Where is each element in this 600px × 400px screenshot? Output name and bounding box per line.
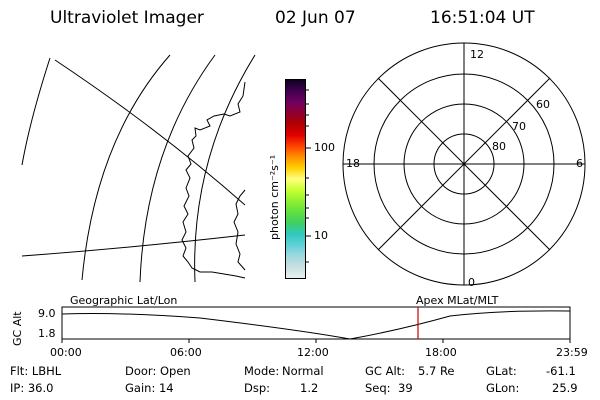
footer-ip: IP: 36.0 [10,381,54,395]
colorbar [285,79,306,279]
polar-label-mlt-18: 18 [346,157,360,170]
footer-door: Door: Open [125,364,191,378]
polar-label-lat-60: 60 [536,98,550,111]
image-time: 16:51:04 UT [430,8,535,28]
footer-glon-label: GLon: [486,381,520,395]
image-title: Ultraviolet Imager [50,8,204,28]
timeline-ytick-top: 9.0 [38,307,56,320]
polar-label-lat-80: 80 [492,140,506,153]
footer-dsp-label: Dsp: [244,381,271,395]
footer-mode-value: Normal [282,364,324,378]
coastline [233,189,246,271]
polar-label-mlt-12: 12 [470,48,484,61]
image-date: 02 Jun 07 [275,8,356,28]
footer-glat-label: GLat: [486,364,517,378]
altitude-curve [61,310,571,340]
colorbar-tick-10: 10 [314,229,328,242]
map-grid-arc [139,54,216,283]
map-grid-arc [81,54,171,281]
footer-gain: Gain: 14 [125,381,174,395]
polar-label-mlt-6: 6 [576,157,583,170]
map-meridian [54,59,246,206]
footer-flt: Flt: LBHL [10,364,62,378]
footer-gcalt-label: GC Alt: [365,364,406,378]
timeline-left-label: Geographic Lat/Lon [70,294,178,307]
footer-glat-value: -61.1 [546,364,576,378]
timeline-xtick-4: 23:59 [556,346,588,359]
timeline-right-label: Apex MLat/MLT [416,294,499,307]
map-grid-arc [194,54,256,283]
footer-glon-value: 25.9 [552,381,578,395]
map-grid-arc [21,57,51,166]
footer-gcalt-value: 5.7 Re [418,364,455,378]
polar-label-mlt-0: 0 [468,276,475,289]
timeline-ytick-bottom: 1.8 [38,327,56,340]
timeline-xtick-3: 18:00 [425,346,457,359]
polar-label-lat-70: 70 [512,120,526,133]
footer-seq-label: Seq: [365,381,391,395]
timeline-xtick-1: 06:00 [170,346,202,359]
footer-seq-value: 39 [398,381,413,395]
footer-mode-label: Mode: [244,364,280,378]
timeline-xtick-0: 00:00 [50,346,82,359]
map-parallel [21,234,246,257]
colorbar-tick-100: 100 [314,141,335,154]
coastline [181,81,246,279]
footer-dsp-value: 1.2 [300,381,319,395]
timeline-xtick-2: 12:00 [297,346,329,359]
